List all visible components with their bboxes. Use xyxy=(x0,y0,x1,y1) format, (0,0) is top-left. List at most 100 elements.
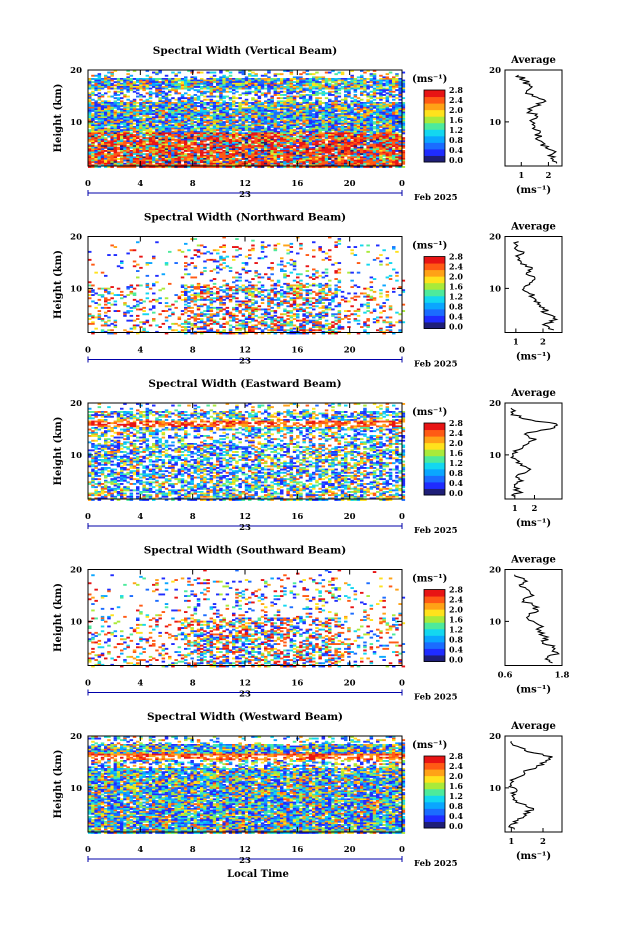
heatmap-cell xyxy=(171,146,175,149)
heatmap-cell xyxy=(164,108,169,111)
heatmap-cell xyxy=(148,110,153,112)
heatmap-cell xyxy=(100,105,105,108)
heatmap-cell xyxy=(132,70,137,72)
heatmap-cell xyxy=(97,161,102,164)
heatmap-cell xyxy=(120,132,124,135)
heatmap-cell xyxy=(139,158,143,160)
heatmap-cell xyxy=(145,74,150,77)
heatmap-cell xyxy=(88,111,92,114)
heatmap-cell xyxy=(110,124,114,127)
heatmap-cell xyxy=(353,95,358,98)
heatmap-cell xyxy=(152,158,156,160)
heatmap-cell xyxy=(177,142,182,144)
heatmap-cell xyxy=(139,94,143,96)
heatmap-cell xyxy=(363,71,367,74)
heatmap-cell xyxy=(142,143,146,146)
heatmap-cell xyxy=(145,154,150,157)
heatmap-cell xyxy=(113,127,118,130)
heatmap-cell xyxy=(161,153,166,156)
heatmap-cell xyxy=(145,86,150,88)
heatmap-cell xyxy=(132,114,137,117)
heatmap-cell xyxy=(100,161,105,164)
heatmap-cell xyxy=(168,79,172,82)
heatmap-cell xyxy=(212,151,217,154)
heatmap-cell xyxy=(158,86,162,88)
heatmap-cell xyxy=(100,81,105,84)
heatmap-cell xyxy=(104,137,108,140)
heatmap-cell xyxy=(129,119,134,122)
heatmap-cell xyxy=(126,73,130,76)
heatmap-cell xyxy=(158,71,162,74)
heatmap-cell xyxy=(145,111,150,114)
heatmap-cell xyxy=(97,111,102,114)
heatmap-cell xyxy=(136,134,140,136)
heatmap-cell xyxy=(107,116,111,119)
date-label: Feb 2025 xyxy=(414,193,458,203)
heatmap-cell xyxy=(107,156,111,159)
heatmap-cell xyxy=(177,143,182,146)
heatmap-cell xyxy=(168,161,172,164)
heatmap-cell xyxy=(177,162,182,165)
heatmap-cell xyxy=(254,142,258,144)
heatmap-cell xyxy=(392,145,396,148)
heatmap-cell xyxy=(174,90,178,93)
heatmap-cell xyxy=(139,164,143,167)
heatmap-cell xyxy=(305,161,310,164)
heatmap-cell xyxy=(158,148,162,151)
heatmap-cell xyxy=(107,110,111,112)
heatmap-cell xyxy=(91,132,95,135)
heatmap-cell xyxy=(107,90,111,93)
heatmap-cell xyxy=(88,98,92,101)
heatmap-cell xyxy=(110,132,114,135)
heatmap-cell xyxy=(120,159,124,162)
heatmap-cell xyxy=(113,126,118,128)
heatmap-cell xyxy=(136,151,140,154)
heatmap-cell xyxy=(283,90,287,93)
heatmap-cell xyxy=(177,97,182,100)
heatmap-cell xyxy=(299,146,303,149)
heatmap-cell xyxy=(321,135,326,138)
heatmap-cell xyxy=(321,102,326,104)
heatmap-cell xyxy=(155,90,159,93)
heatmap-cell xyxy=(315,87,319,90)
heatmap-cell xyxy=(107,135,111,138)
heatmap-cell xyxy=(161,86,166,88)
heatmap-cell xyxy=(126,78,130,80)
heatmap-cell xyxy=(88,134,92,136)
heatmap-cell xyxy=(142,137,146,140)
heatmap-cell xyxy=(158,102,162,104)
heatmap-cell xyxy=(382,94,386,96)
heatmap-cell xyxy=(100,114,105,117)
heatmap-cell xyxy=(104,129,108,132)
heatmap-cell xyxy=(126,87,130,90)
heatmap-cell xyxy=(142,129,146,132)
heatmap-cell xyxy=(158,100,162,103)
heatmap-cell xyxy=(299,90,303,93)
heatmap-cell xyxy=(126,108,130,111)
heatmap-cell xyxy=(123,127,127,130)
heatmap-cell xyxy=(88,110,92,112)
heatmap-cell xyxy=(174,92,178,95)
heatmap-cell xyxy=(136,156,140,159)
heatmap-cell xyxy=(104,92,108,95)
heatmap-cell xyxy=(180,105,185,108)
heatmap-cell xyxy=(248,102,252,104)
heatmap-cell xyxy=(155,116,159,119)
heatmap-cell xyxy=(88,126,92,128)
heatmap-cell xyxy=(136,153,140,156)
heatmap-cell xyxy=(209,105,214,108)
heatmap-cell xyxy=(164,100,169,103)
heatmap-cell xyxy=(129,161,134,164)
heatmap-cell xyxy=(164,79,169,82)
heatmap-cell xyxy=(369,74,374,77)
heatmap-cell xyxy=(168,130,172,133)
heatmap-cell xyxy=(139,84,143,87)
heatmap-cell xyxy=(155,79,159,82)
heatmap-cell xyxy=(91,84,95,87)
x-tick-label: 16 xyxy=(291,179,303,189)
heatmap-cell xyxy=(91,92,95,95)
heatmap-cell xyxy=(126,110,130,112)
heatmap-cell xyxy=(148,111,153,114)
heatmap-cell xyxy=(232,92,236,95)
heatmap-cell xyxy=(129,106,134,109)
